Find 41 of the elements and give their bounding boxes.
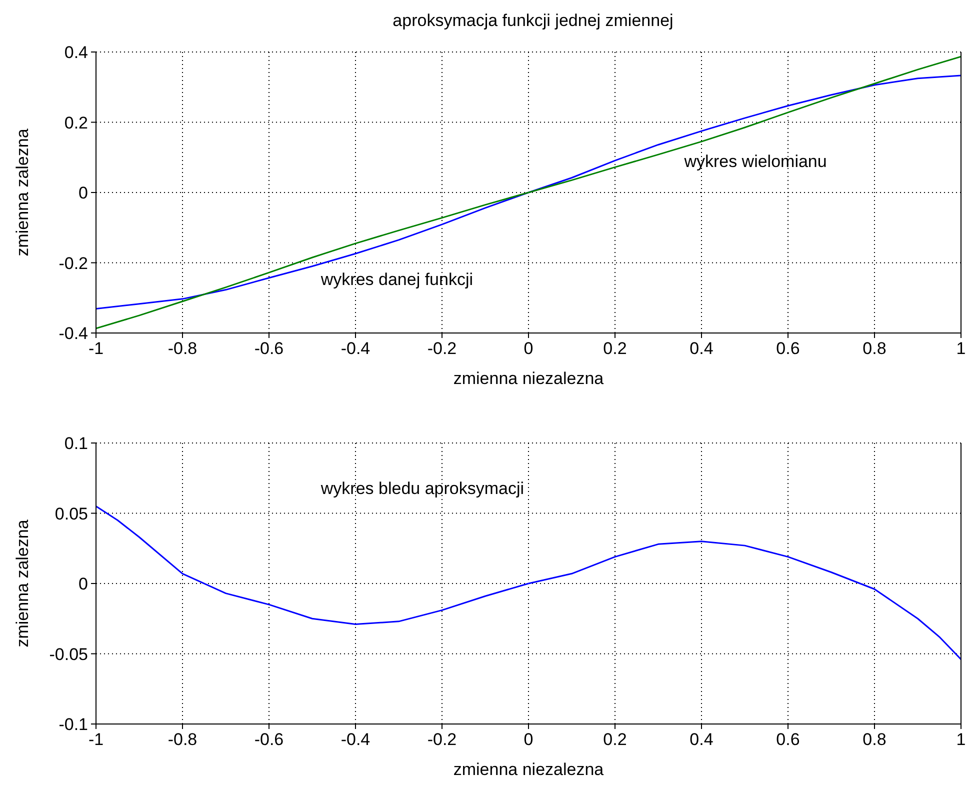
y-tick-label: -0.4 [58,324,88,344]
y-axis-title: zmienna zalezna [13,519,32,648]
x-tick-label: -0.6 [254,339,284,358]
x-tick-label: 0.2 [603,730,627,750]
line-series [96,505,961,660]
x-tick-label: 0.4 [690,730,714,750]
y-tick-label: -0.05 [49,644,88,664]
x-tick-label: -1 [88,339,104,358]
series-label: wykres wielomianu [684,152,827,172]
y-tick-label: 0 [78,574,88,594]
x-tick-label: -0.4 [340,339,370,358]
x-tick-label: 0.2 [603,339,627,358]
x-tick-label: -1 [88,730,104,750]
x-axis-title: zmienna niezalezna [453,369,604,388]
chart-title: aproksymacja funkcji jednej zmiennej [392,10,674,32]
x-tick-label: 0 [524,339,534,358]
x-tick-label: 0.8 [862,730,886,750]
x-tick-label: -0.2 [427,339,457,358]
y-axis-title: zmienna zalezna [13,128,32,256]
x-tick-label: 0 [524,730,534,750]
y-tick-label: 0.4 [64,43,88,62]
y-tick-label: 0 [78,184,88,203]
x-tick-label: -0.4 [340,730,370,750]
x-tick-label: -0.8 [168,730,198,750]
text: wykres bledu aproksymacji [320,478,524,499]
series-label: wykres danej funkcji [320,270,474,290]
x-tick-label: 0.6 [776,339,800,358]
x-axis-title: zmienna niezalezna [453,760,604,779]
x-tick-label: 1 [956,730,966,750]
y-tick-label: 0.2 [64,113,88,132]
x-tick-label: -0.6 [254,730,284,750]
x-tick-label: 0.4 [690,339,714,358]
x-tick-label: -0.2 [427,730,457,750]
x-tick-label: 0.6 [776,730,800,750]
y-tick-label: -0.1 [58,715,88,734]
y-tick-label: -0.2 [58,254,88,273]
x-tick-label: 0.8 [862,339,886,358]
x-tick-label: 1 [956,339,966,358]
x-tick-label: -0.8 [168,339,198,358]
y-tick-label: 0.05 [54,504,88,524]
y-tick-label: 0.1 [64,434,88,454]
